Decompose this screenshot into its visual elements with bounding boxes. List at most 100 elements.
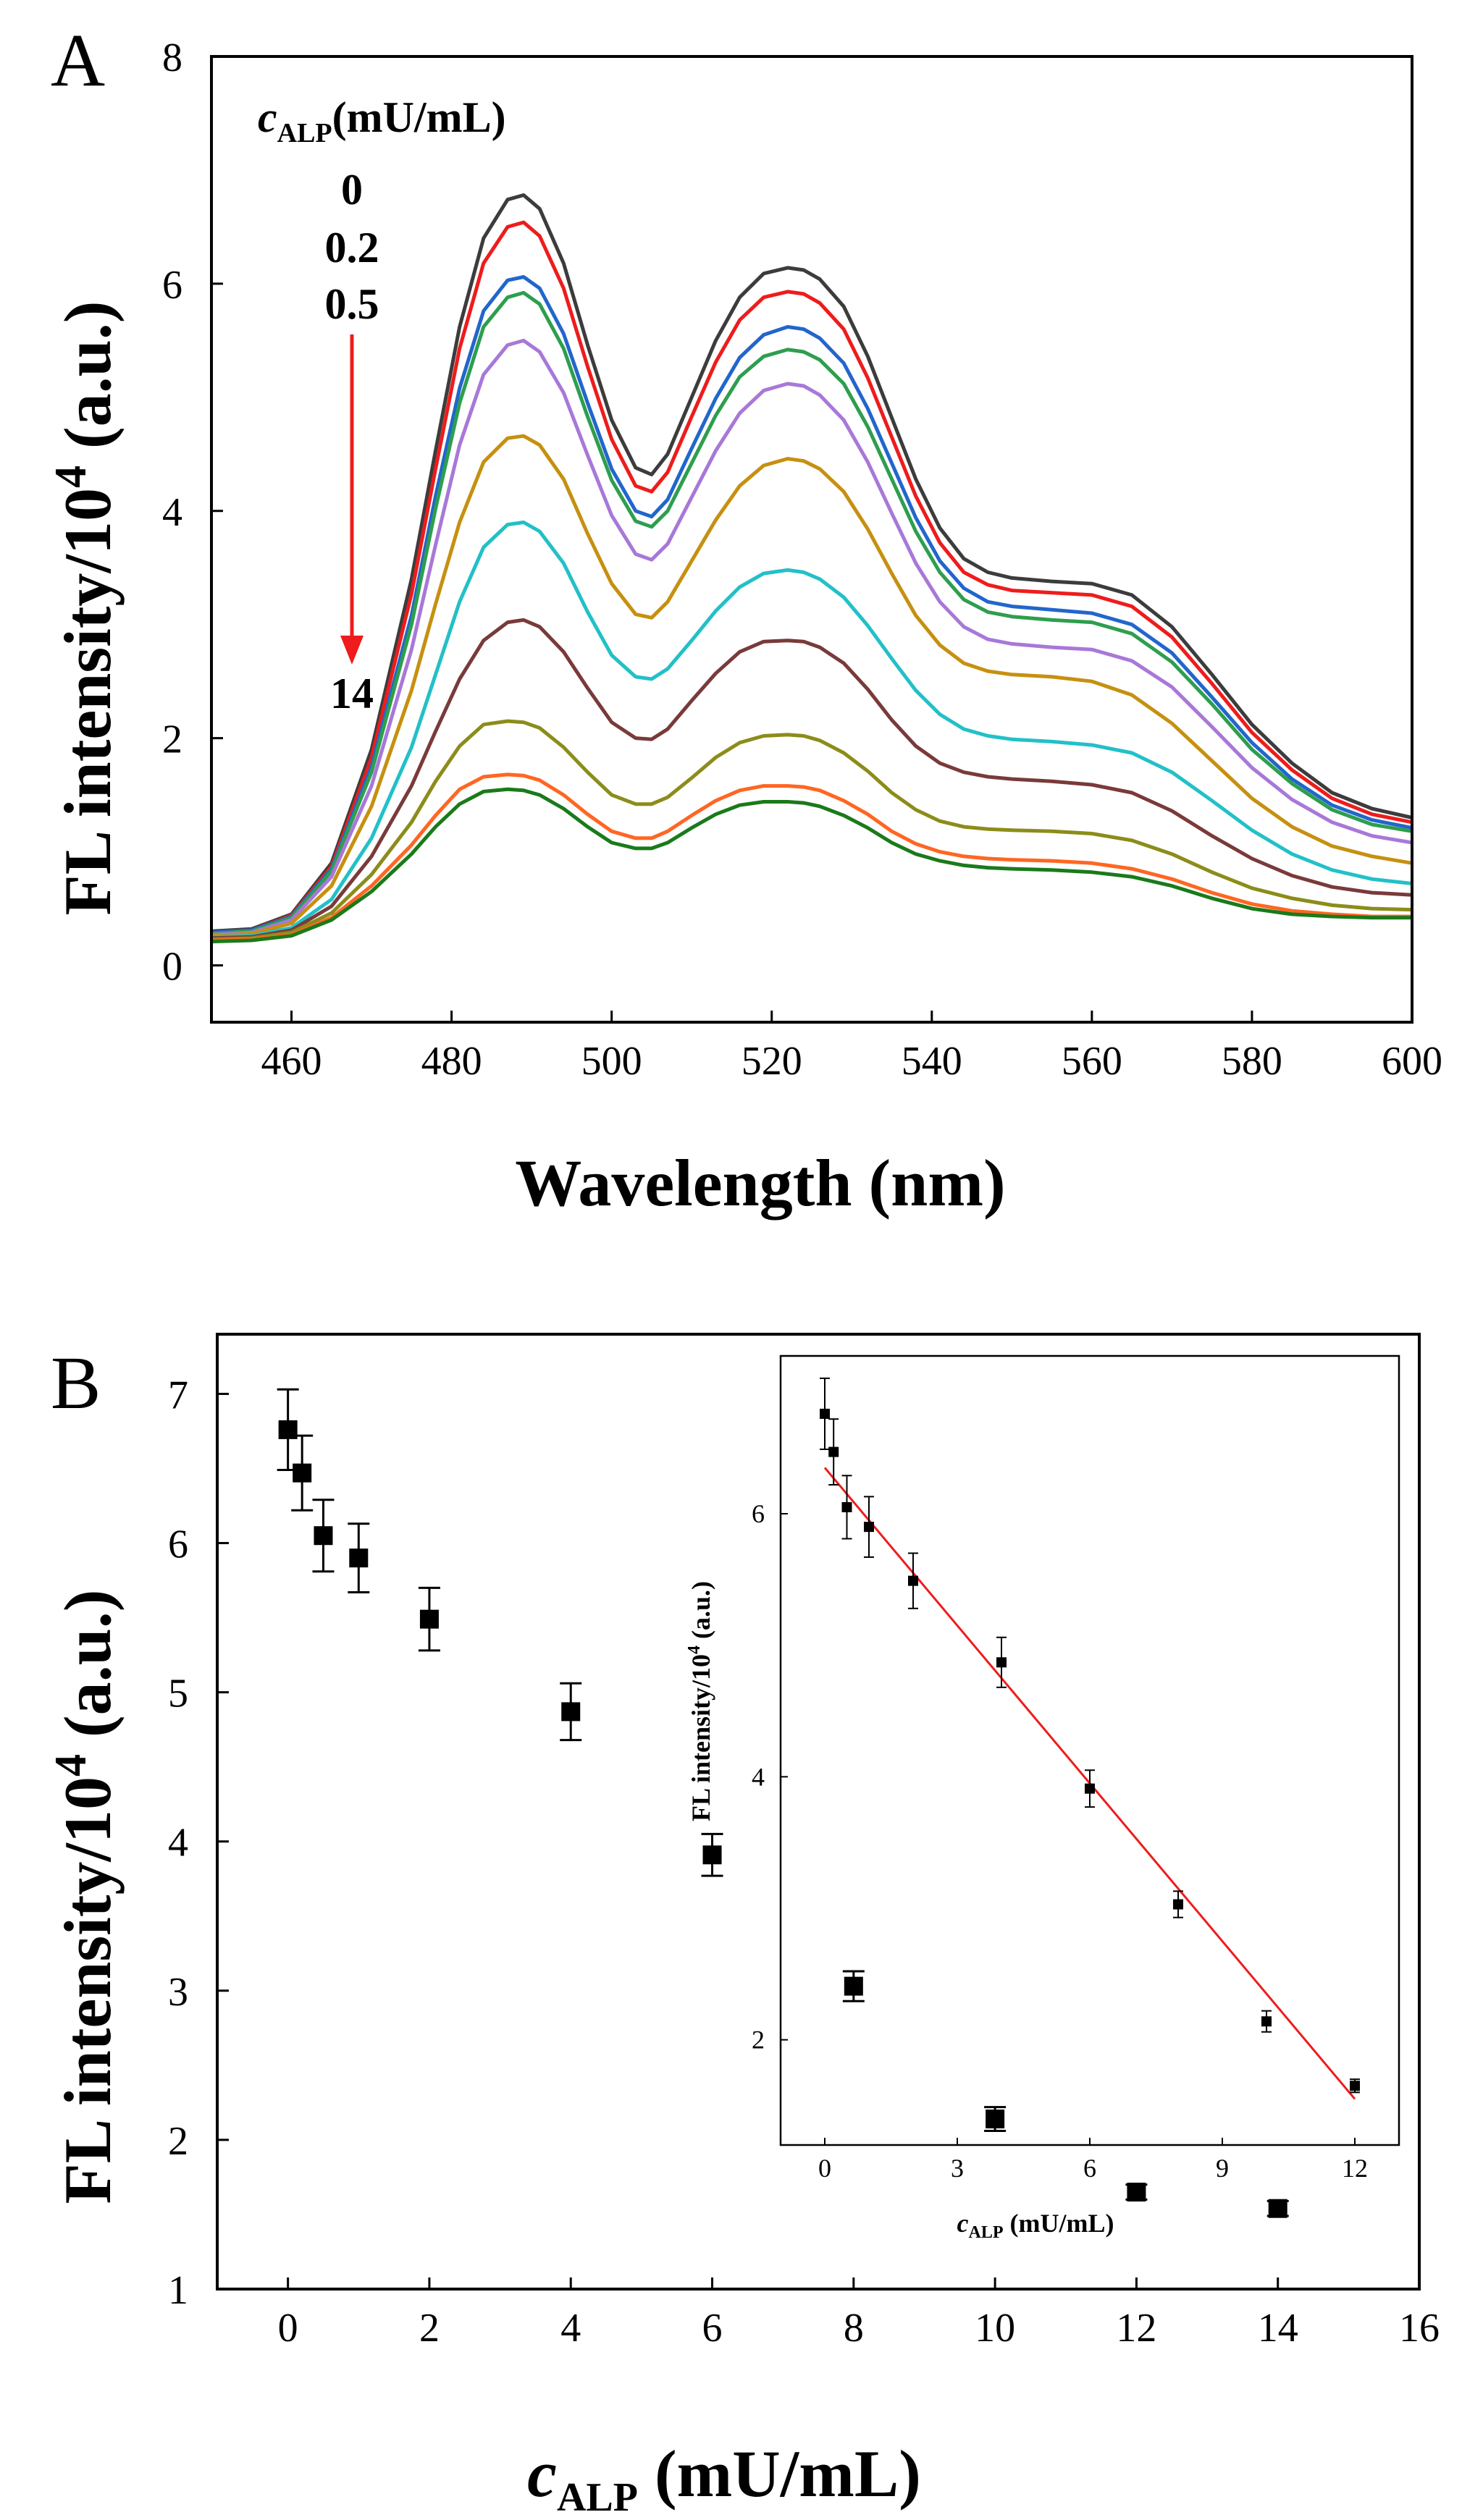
x-tick-label: 6 xyxy=(1083,2154,1096,2183)
x-tick-label: 500 xyxy=(581,1039,642,1084)
data-point xyxy=(986,2110,1005,2129)
x-tick-label: 9 xyxy=(1216,2154,1229,2183)
y-tick-label: 4 xyxy=(162,490,182,535)
data-point xyxy=(1127,2183,1146,2202)
y-tick-label: 2 xyxy=(752,2026,765,2055)
data-point xyxy=(702,1845,722,1865)
x-tick-label: 520 xyxy=(742,1039,802,1084)
y-tick-label: 2 xyxy=(168,2119,188,2164)
x-tick-label: 3 xyxy=(951,2154,964,2183)
data-point xyxy=(293,1463,312,1483)
inset-x-axis-label: cALP (mU/mL) xyxy=(957,2209,1114,2242)
inset-plot-frame xyxy=(779,1354,1400,2146)
data-point xyxy=(841,1501,852,1512)
panel-b-y-axis-label-suffix: (a.u.) xyxy=(51,1590,125,1754)
data-point xyxy=(828,1446,839,1457)
inset-chart: 0 3 6 9 12 2 4 6 cALP (mU/mL) FL intensity/104 … xyxy=(685,1354,1400,2242)
panel-b-points xyxy=(277,1388,1289,2218)
panel-a-plot-frame xyxy=(210,55,1413,1024)
x-tick-label: 8 xyxy=(844,2306,864,2351)
y-tick-label: 3 xyxy=(168,1970,188,2015)
panel-a-y-axis-label-main: FL intensity/10 xyxy=(51,488,125,915)
x-tick-label: 480 xyxy=(421,1039,482,1084)
data-point xyxy=(419,1609,439,1629)
inset-x-axis-label-c: c xyxy=(957,2209,969,2238)
x-tick-label: 6 xyxy=(702,2306,723,2351)
x-tick-label: 14 xyxy=(1258,2306,1298,2351)
series-line-0-2 xyxy=(211,220,1413,935)
x-tick-label: 16 xyxy=(1399,2306,1440,2351)
panel-a-label: A xyxy=(51,19,105,102)
inset-y-axis-label-main: FL intensity/10 xyxy=(686,1654,715,1821)
x-tick-label: 12 xyxy=(1116,2306,1156,2351)
panel-b-plot-frame xyxy=(216,1333,1421,2291)
panel-a-axis-ticks: 460 480 500 520 540 560 580 600 0 2 4 6 8 xyxy=(162,35,1442,1084)
x-tick-label: 600 xyxy=(1382,1039,1442,1084)
y-tick-label: 6 xyxy=(168,1522,188,1567)
data-point xyxy=(844,1976,863,1996)
data-point xyxy=(1085,1783,1095,1794)
series-line-14 xyxy=(211,787,1412,944)
panel-a-y-axis-label-sup: 4 xyxy=(46,465,96,488)
legend-label-0: 0 xyxy=(341,166,363,214)
panel-a: A 460 480 500 520 540 560 580 600 0 2 4 6 8 Waveleng… xyxy=(46,19,1442,1220)
panel-b-x-axis-label-c: c xyxy=(527,2437,557,2511)
x-tick-label: 10 xyxy=(975,2306,1015,2351)
data-point xyxy=(1173,1899,1183,1910)
x-tick-label: 0 xyxy=(818,2154,831,2183)
decrease-arrow-head xyxy=(340,636,364,665)
y-tick-label: 1 xyxy=(168,2268,188,2313)
data-point xyxy=(314,1526,333,1546)
y-tick-label: 2 xyxy=(162,717,182,762)
panel-a-y-axis-label-suffix: (a.u.) xyxy=(51,301,125,465)
x-tick-label: 540 xyxy=(902,1039,962,1084)
x-tick-label: 560 xyxy=(1062,1039,1122,1084)
data-point xyxy=(1350,2081,1360,2091)
panel-b-y-axis-label-main: FL intensity/10 xyxy=(51,1777,125,2204)
panel-a-x-axis-label: Wavelength (nm) xyxy=(515,1146,1005,1220)
y-tick-label: 0 xyxy=(162,945,182,990)
y-tick-label: 4 xyxy=(168,1821,188,1866)
data-point xyxy=(349,1548,369,1568)
y-tick-label: 4 xyxy=(752,1762,765,1791)
inset-x-axis-label-unit: (mU/mL) xyxy=(1004,2209,1114,2238)
legend-title-sub: ALP xyxy=(277,118,332,148)
data-point xyxy=(908,1575,918,1586)
panel-b-x-axis-label: cALP (mU/mL) xyxy=(527,2437,921,2520)
x-tick-label: 2 xyxy=(419,2306,440,2351)
panel-b-x-axis-label-sub: ALP xyxy=(557,2475,638,2520)
series-line-6 xyxy=(211,521,1413,939)
inset-axis-ticks: 0 3 6 9 12 2 4 6 xyxy=(752,1499,1368,2183)
inset-y-axis-label-sup: 4 xyxy=(685,1645,704,1654)
series-line-10 xyxy=(211,719,1413,941)
series-line-1 xyxy=(211,290,1413,936)
inset-x-axis-label-sub: ALP xyxy=(969,2223,1004,2242)
panel-b-y-axis-label: FL intensity/104 (a.u.) xyxy=(46,1590,125,2204)
data-point xyxy=(1261,2016,1272,2027)
panel-a-y-axis-label: FL intensity/104 (a.u.) xyxy=(46,301,125,916)
data-point xyxy=(996,1657,1007,1668)
legend-label-0-2: 0.2 xyxy=(325,224,379,271)
series-line-0-5 xyxy=(211,275,1413,935)
legend-title: cALP(mU/mL) xyxy=(258,93,506,148)
x-tick-label: 0 xyxy=(278,2306,298,2351)
data-point xyxy=(1268,2199,1287,2218)
y-tick-label: 6 xyxy=(162,263,182,308)
y-tick-label: 6 xyxy=(752,1499,765,1528)
data-point xyxy=(820,1408,830,1419)
x-tick-label: 460 xyxy=(261,1039,322,1084)
data-point xyxy=(561,1702,581,1722)
legend-label-0-5: 0.5 xyxy=(325,280,379,328)
inset-y-axis-label: FL intensity/104 (a.u.) xyxy=(685,1581,715,1821)
series-line-2 xyxy=(211,338,1413,937)
series-line-4 xyxy=(211,434,1413,938)
y-tick-label: 7 xyxy=(168,1373,188,1417)
series-line-8 xyxy=(211,618,1413,940)
y-tick-label: 8 xyxy=(162,35,182,80)
series-line-12 xyxy=(211,772,1412,943)
panel-b-x-axis-label-unit: (mU/mL) xyxy=(638,2437,921,2511)
legend-title-c: c xyxy=(258,93,277,141)
data-point xyxy=(864,1522,874,1533)
